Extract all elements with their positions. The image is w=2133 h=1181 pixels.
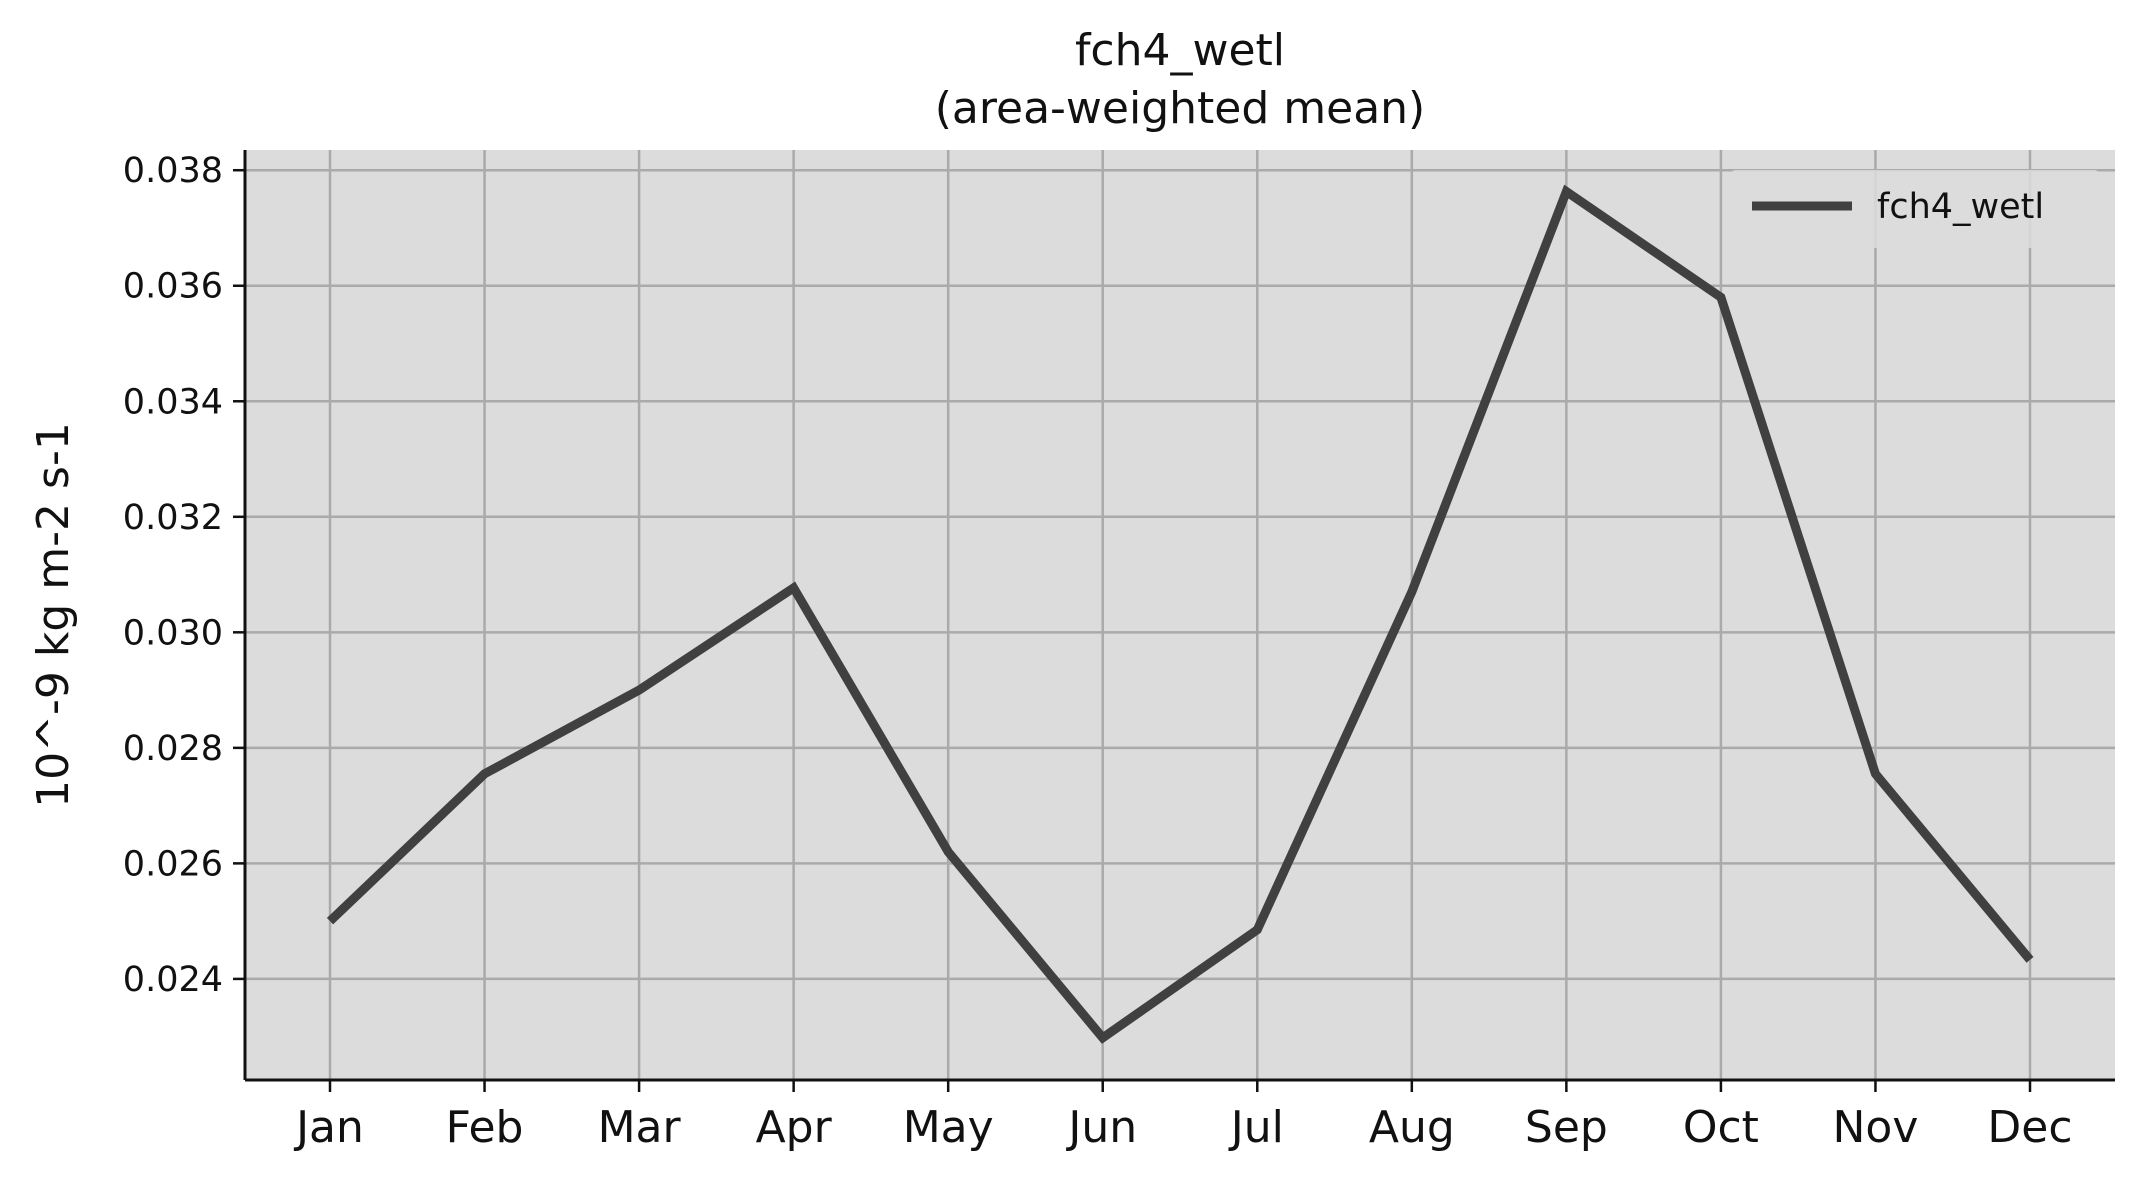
plot-area: fch4_wetl xyxy=(245,150,2115,1080)
series-layer xyxy=(326,184,2034,1044)
y-tick-label: 0.038 xyxy=(123,151,223,191)
chart-subtitle: (area-weighted mean) xyxy=(935,83,1425,134)
x-tick-label: Aug xyxy=(1369,1102,1455,1153)
chart-title: fch4_wetl xyxy=(1075,25,1285,76)
x-tick-label: Jun xyxy=(1065,1102,1137,1153)
y-tick-label: 0.034 xyxy=(123,382,223,422)
x-tick-label: Oct xyxy=(1683,1102,1759,1153)
x-tick-label: Apr xyxy=(756,1102,833,1153)
y-axis-label: 10^-9 kg m-2 s-1 xyxy=(28,422,79,808)
x-tick-label: Feb xyxy=(446,1102,524,1153)
legend-label: fch4_wetl xyxy=(1877,187,2044,227)
x-tick-label: Jul xyxy=(1228,1102,1284,1153)
x-tick-label: Dec xyxy=(1987,1102,2072,1153)
plot-background xyxy=(245,150,2115,1080)
y-tick-label: 0.030 xyxy=(123,613,223,653)
legend-box xyxy=(1730,170,2100,248)
axes: 0.024 0.026 0.028 0.030 0.032 0.034 0.036 0.038… xyxy=(123,150,2115,1153)
legend: fch4_wetl xyxy=(1730,170,2100,248)
y-tick-label: 0.036 xyxy=(123,267,223,307)
y-tick-label: 0.024 xyxy=(123,960,223,1000)
x-tick-label: May xyxy=(903,1102,994,1153)
y-tick-label: 0.028 xyxy=(123,729,223,769)
x-tick-label: Jan xyxy=(293,1102,364,1153)
x-tick-label: Nov xyxy=(1833,1102,1919,1153)
y-tick-label: 0.032 xyxy=(123,498,223,538)
series-line-fch4_wetl xyxy=(326,184,2034,1044)
x-tick-label: Sep xyxy=(1525,1102,1608,1153)
y-tick-label: 0.026 xyxy=(123,844,223,884)
x-tick-label: Mar xyxy=(598,1102,682,1153)
